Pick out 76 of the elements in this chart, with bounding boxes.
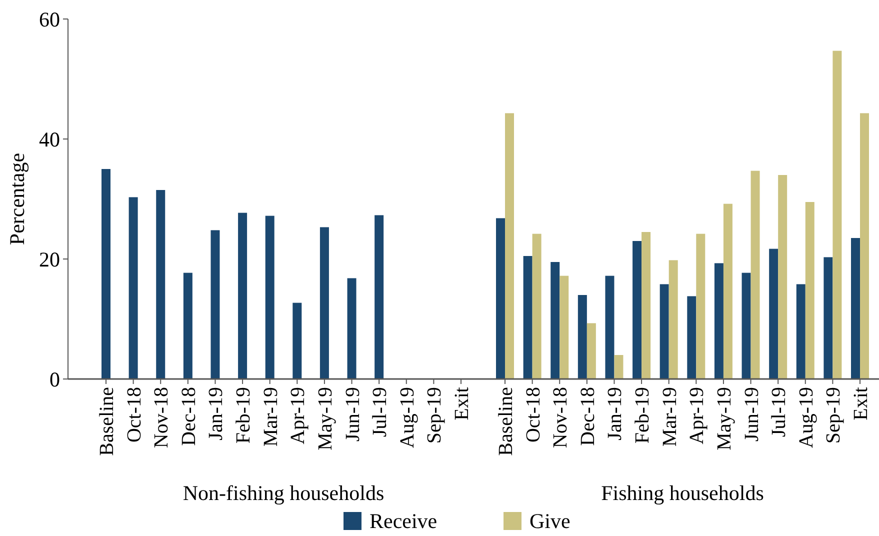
bar <box>374 215 384 379</box>
bar <box>769 248 778 379</box>
x-tick-label: Sep-19 <box>424 387 446 444</box>
bar <box>102 169 110 379</box>
bar <box>750 170 760 379</box>
x-tick-label: Aug-19 <box>396 387 418 448</box>
bar <box>778 175 788 379</box>
x-tick-label: Aug-19 <box>795 387 818 448</box>
x-tick-label: Jun-19 <box>342 387 364 442</box>
x-tick-label: Oct-18 <box>123 387 146 443</box>
bar <box>238 212 248 379</box>
y-tick-label: 60 <box>39 7 60 32</box>
y-tick-label: 40 <box>39 127 60 152</box>
x-tick-label: Jan-19 <box>604 387 626 440</box>
bar <box>742 272 751 379</box>
bar <box>347 278 356 379</box>
bar <box>714 263 724 379</box>
bar <box>532 234 542 379</box>
x-tick-label: Dec-18 <box>178 387 200 446</box>
bar <box>128 197 138 379</box>
bar <box>292 302 302 379</box>
bar <box>586 323 596 379</box>
bar <box>660 284 669 379</box>
bar <box>614 355 624 379</box>
bar <box>796 284 806 379</box>
bar <box>523 256 532 379</box>
bar <box>642 232 651 379</box>
y-axis-title: Percentage <box>5 152 29 246</box>
bar <box>320 227 329 379</box>
bar <box>505 113 514 379</box>
x-tick-label: Dec-18 <box>576 387 599 446</box>
x-tick-label: May-19 <box>713 387 736 450</box>
y-tick-label: 20 <box>39 247 60 272</box>
bar <box>605 276 614 379</box>
x-tick-label: Feb-19 <box>232 387 255 444</box>
x-tick-label: Jul-19 <box>768 387 790 437</box>
x-tick-label: Nov-18 <box>150 387 173 448</box>
bar <box>851 238 860 379</box>
bar <box>560 276 569 379</box>
x-tick-label: Exit <box>451 386 473 420</box>
bar <box>265 216 274 379</box>
bar <box>632 241 642 379</box>
bar <box>550 262 560 379</box>
x-tick-label: Nov-18 <box>550 387 572 448</box>
bar <box>496 218 505 379</box>
x-tick-label: Sep-19 <box>822 387 845 444</box>
bar <box>860 113 869 379</box>
bar <box>210 230 220 379</box>
x-tick-label: Mar-19 <box>260 387 282 447</box>
x-tick-label: Baseline <box>96 386 118 456</box>
y-tick-label: 0 <box>50 367 60 392</box>
bar <box>156 190 166 379</box>
bar <box>723 204 732 379</box>
x-tick-label: Apr-19 <box>287 387 310 444</box>
bar <box>805 202 814 379</box>
bar <box>832 50 842 379</box>
x-axis-title: Non-fishing households <box>182 481 384 505</box>
x-tick-label: Apr-19 <box>686 387 708 444</box>
bar <box>824 257 833 379</box>
bar <box>183 272 192 379</box>
bar <box>687 296 696 379</box>
bar <box>578 295 587 379</box>
bar <box>668 260 678 379</box>
x-tick-label: Mar-19 <box>658 387 681 447</box>
bar <box>696 234 706 379</box>
x-axis-title: Fishing households <box>601 481 764 505</box>
x-tick-label: Jan-19 <box>205 387 228 440</box>
x-tick-label: Baseline <box>495 386 517 456</box>
x-tick-label: May-19 <box>314 387 336 450</box>
legend-label: Give <box>530 509 570 533</box>
x-tick-label: Oct-18 <box>522 387 544 443</box>
x-tick-label: Exit <box>850 386 872 420</box>
x-tick-label: Jul-19 <box>369 387 392 437</box>
legend-label: Receive <box>370 509 438 533</box>
x-tick-label: Jun-19 <box>740 387 763 442</box>
x-tick-label: Feb-19 <box>632 387 654 444</box>
